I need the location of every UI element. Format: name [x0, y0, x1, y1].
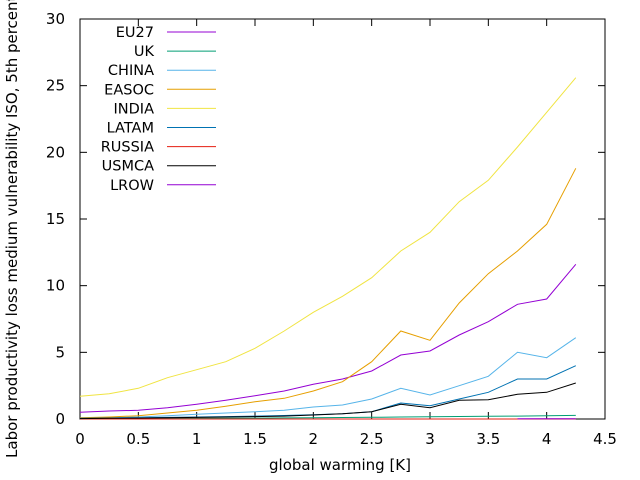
x-tick-label: 4.5	[593, 430, 617, 448]
y-tick-label: 30	[46, 10, 65, 28]
y-axis-label: Labor productivity loss medium vulnerabi…	[3, 0, 21, 458]
y-tick-label: 5	[55, 343, 65, 361]
y-axis: 0 5 10 15 20 25 30	[46, 10, 605, 428]
series-lines	[79, 77, 577, 420]
legend-label-india: INDIA	[114, 101, 155, 117]
legend-label-eu27: EU27	[116, 25, 154, 41]
legend-label-lrow: LROW	[110, 178, 154, 194]
legend-label-usmca: USMCA	[102, 159, 154, 175]
x-tick-label: 0	[75, 430, 85, 448]
y-tick-label: 15	[46, 210, 65, 228]
plot-border	[79, 18, 606, 420]
x-tick-label: 1	[192, 430, 202, 448]
legend-label-russia: RUSSIA	[101, 140, 154, 156]
y-tick-label: 25	[46, 77, 65, 95]
series-line-china	[79, 337, 577, 419]
series-line-eu27	[79, 263, 577, 413]
x-axis-label: global warming [K]	[269, 456, 411, 474]
x-axis: 0 0.5 1 1.5 2 2.5 3 3.5 4 4.5	[75, 19, 617, 448]
x-tick-label: 2.5	[360, 430, 384, 448]
x-tick-label: 3	[425, 430, 435, 448]
plot-frame	[79, 18, 606, 420]
y-tick-label: 10	[46, 277, 65, 295]
x-tick-label: 4	[542, 430, 552, 448]
x-tick-label: 1.5	[243, 430, 267, 448]
x-tick-label: 3.5	[476, 430, 500, 448]
x-tick-label: 2	[309, 430, 319, 448]
legend-label-china: CHINA	[108, 63, 154, 79]
series-line-latam	[79, 365, 577, 419]
y-tick-label: 20	[46, 143, 65, 161]
y-tick-label: 0	[55, 410, 65, 428]
legend-label-easoc: EASOC	[104, 82, 154, 98]
series-line-usmca	[79, 382, 576, 420]
legend: EU27 UK CHINA EASOC INDIA LATAM RUSSIA USMCA LRO…	[101, 25, 216, 194]
series-line-india	[79, 77, 577, 397]
series-line-easoc	[79, 168, 577, 419]
legend-label-latam: LATAM	[107, 121, 154, 137]
legend-label-uk: UK	[134, 44, 155, 60]
x-tick-label: 0.5	[126, 430, 150, 448]
